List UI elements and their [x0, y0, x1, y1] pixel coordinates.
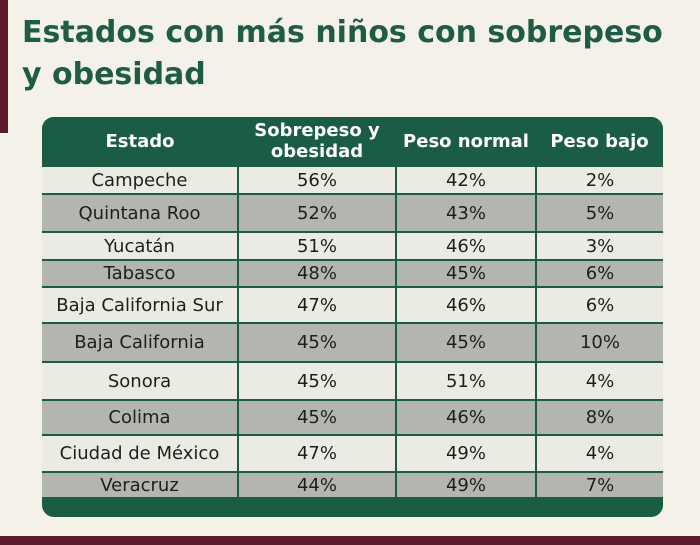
cell-estado: Sonora — [42, 361, 239, 401]
cell-peso-bajo: 5% — [535, 193, 663, 233]
table-row: Campeche 56% 42% 2% — [42, 165, 663, 195]
table-header-row: Estado Sobrepeso y obesidad Peso normal … — [42, 117, 663, 166]
cell-peso-bajo: 2% — [535, 165, 663, 195]
cell-peso-normal: 46% — [395, 231, 537, 261]
table-row: Sonora 45% 51% 4% — [42, 361, 663, 401]
table-row: Colima 45% 46% 8% — [42, 399, 663, 436]
cell-estado: Ciudad de México — [42, 434, 239, 473]
table-row: Baja California Sur 47% 46% 6% — [42, 286, 663, 324]
column-header-sobrepeso: Sobrepeso y obesidad — [238, 117, 396, 166]
cell-estado: Baja California Sur — [42, 286, 239, 324]
bottom-accent-bar — [0, 536, 700, 545]
cell-peso-normal: 43% — [395, 193, 537, 233]
table-row: Tabasco 48% 45% 6% — [42, 259, 663, 288]
cell-estado: Veracruz — [42, 471, 239, 499]
cell-sobrepeso: 47% — [237, 434, 397, 473]
cell-peso-bajo: 6% — [535, 259, 663, 288]
cell-peso-bajo: 4% — [535, 361, 663, 401]
table-body: Campeche 56% 42% 2% Quintana Roo 52% 43%… — [42, 165, 663, 499]
cell-peso-bajo: 3% — [535, 231, 663, 261]
left-accent-bar — [0, 0, 8, 133]
cell-estado: Baja California — [42, 322, 239, 363]
cell-peso-normal: 49% — [395, 471, 537, 499]
cell-estado: Campeche — [42, 165, 239, 195]
table-row: Baja California 45% 45% 10% — [42, 322, 663, 363]
column-header-peso-bajo: Peso bajo — [536, 117, 663, 166]
data-table-card: Estado Sobrepeso y obesidad Peso normal … — [42, 117, 663, 517]
cell-peso-normal: 49% — [395, 434, 537, 473]
cell-peso-bajo: 7% — [535, 471, 663, 499]
cell-peso-bajo: 10% — [535, 322, 663, 363]
table-row: Veracruz 44% 49% 7% — [42, 471, 663, 499]
cell-peso-bajo: 6% — [535, 286, 663, 324]
page-title: Estados con más niños con sobrepeso y ob… — [22, 15, 663, 92]
cell-peso-normal: 42% — [395, 165, 537, 195]
cell-sobrepeso: 47% — [237, 286, 397, 324]
cell-peso-bajo: 4% — [535, 434, 663, 473]
cell-peso-normal: 51% — [395, 361, 537, 401]
cell-sobrepeso: 45% — [237, 399, 397, 436]
table-row: Yucatán 51% 46% 3% — [42, 231, 663, 261]
cell-peso-bajo: 8% — [535, 399, 663, 436]
cell-sobrepeso: 51% — [237, 231, 397, 261]
cell-sobrepeso: 45% — [237, 361, 397, 401]
column-header-peso-normal: Peso normal — [396, 117, 536, 166]
cell-sobrepeso: 56% — [237, 165, 397, 195]
table-row: Ciudad de México 47% 49% 4% — [42, 434, 663, 473]
cell-peso-normal: 45% — [395, 322, 537, 363]
cell-sobrepeso: 45% — [237, 322, 397, 363]
cell-sobrepeso: 48% — [237, 259, 397, 288]
cell-estado: Quintana Roo — [42, 193, 239, 233]
cell-estado: Colima — [42, 399, 239, 436]
cell-peso-normal: 45% — [395, 259, 537, 288]
data-table: Estado Sobrepeso y obesidad Peso normal … — [42, 117, 663, 499]
column-header-estado: Estado — [42, 117, 238, 166]
cell-sobrepeso: 52% — [237, 193, 397, 233]
cell-estado: Yucatán — [42, 231, 239, 261]
cell-sobrepeso: 44% — [237, 471, 397, 499]
cell-peso-normal: 46% — [395, 286, 537, 324]
table-row: Quintana Roo 52% 43% 5% — [42, 193, 663, 233]
table-header: Estado Sobrepeso y obesidad Peso normal … — [42, 117, 663, 166]
cell-estado: Tabasco — [42, 259, 239, 288]
cell-peso-normal: 46% — [395, 399, 537, 436]
